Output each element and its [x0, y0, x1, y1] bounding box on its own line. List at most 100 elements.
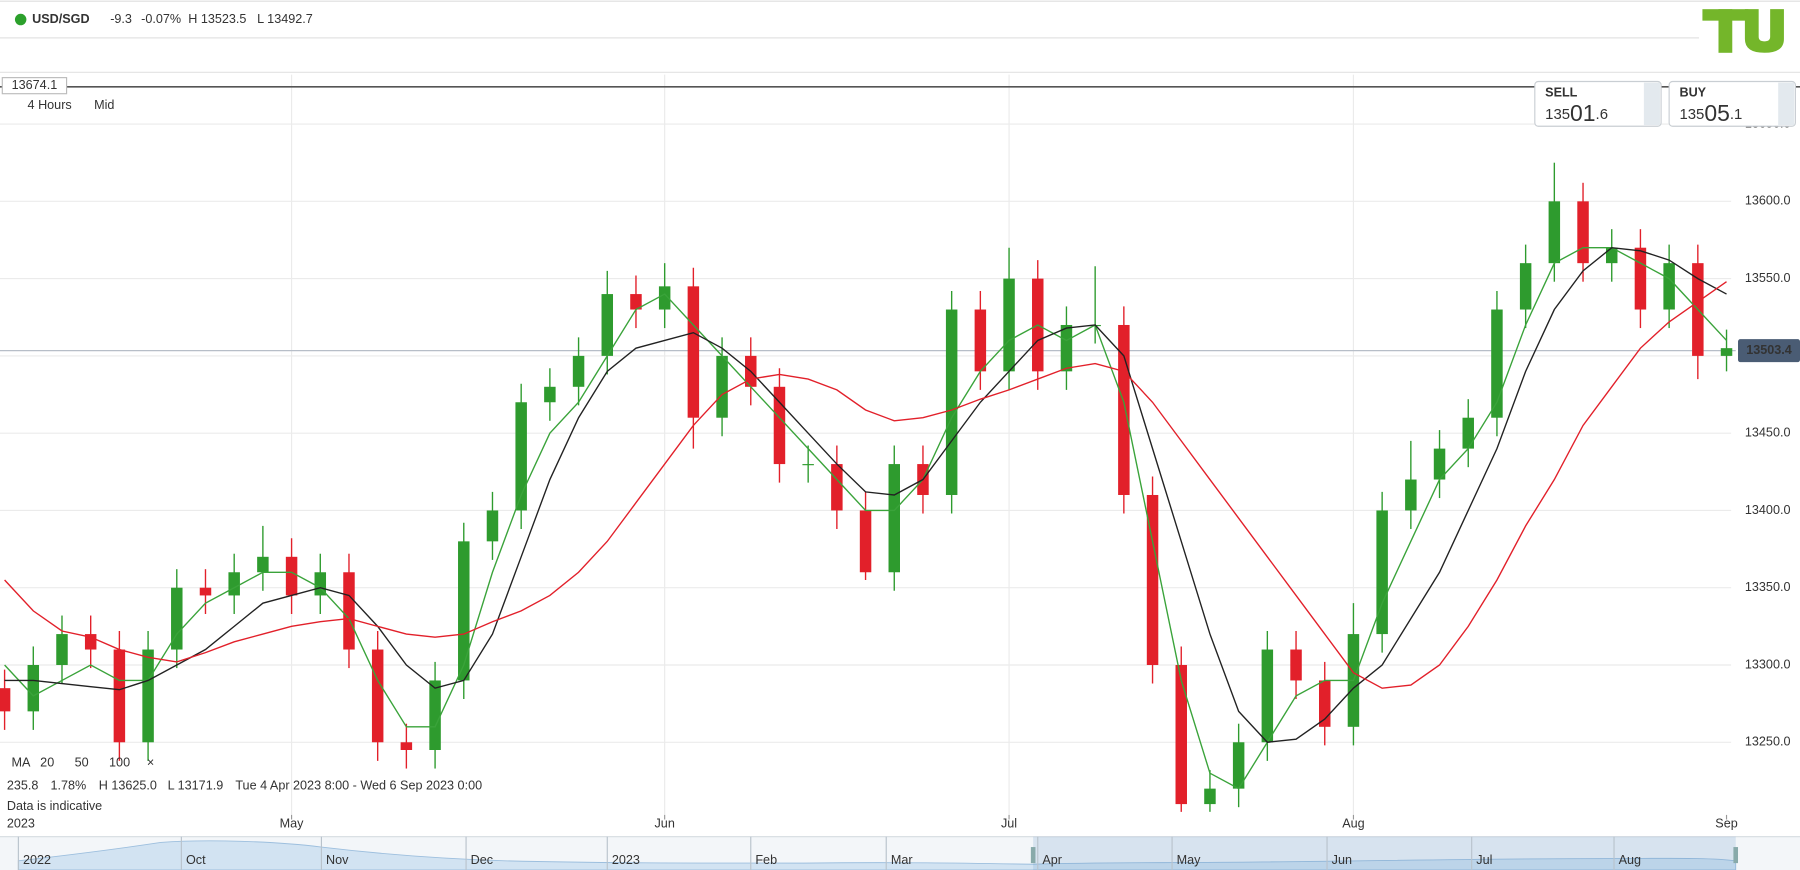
legend-entry[interactable]: 20	[40, 756, 54, 770]
candle-body	[343, 572, 355, 650]
candle-body	[974, 309, 987, 372]
candle-body	[945, 309, 958, 495]
candle-body	[0, 688, 11, 712]
candle-body	[458, 541, 470, 681]
legend-entry[interactable]: 100	[109, 756, 130, 770]
candle-body	[1003, 278, 1015, 372]
candle-body	[572, 355, 585, 387]
change-pct: -0.07%	[141, 12, 181, 26]
candle-body	[1175, 664, 1187, 805]
navigator-label: Apr	[1042, 853, 1062, 867]
candle-body	[1232, 742, 1245, 789]
current-price-label: 13503.4	[1746, 343, 1792, 357]
candle-body	[1663, 263, 1675, 310]
sell-price: 13501.6	[1545, 100, 1608, 126]
candle-body	[199, 587, 212, 596]
sell-box[interactable]: SELL 13501.6	[1534, 80, 1662, 127]
candle-body	[601, 294, 614, 356]
range-points: 235.8	[7, 779, 39, 793]
legend-entry[interactable]: 50	[75, 756, 89, 770]
candle-body	[1491, 309, 1503, 418]
interval-button[interactable]: 4 Hours	[28, 98, 72, 112]
buy-price-tail: .1	[1730, 106, 1742, 123]
candle-body	[687, 286, 700, 418]
y-tick-label: 13300.0	[1745, 657, 1791, 671]
candle-body	[1204, 788, 1216, 805]
session-low: L 13492.7	[257, 12, 313, 26]
top-price-label-box	[1, 77, 68, 95]
navigator-label: Feb	[755, 853, 777, 867]
range-pct: 1.78%	[51, 779, 87, 793]
candle-body	[1060, 324, 1073, 372]
x-axis-year: 2023	[7, 816, 35, 830]
y-tick-label: 13250.0	[1745, 735, 1791, 749]
candle-body	[314, 572, 327, 596]
session-high: H 13523.5	[188, 12, 246, 26]
sell-box-frame	[1534, 80, 1662, 127]
navigator[interactable]: 2022 Oct Nov Dec 2023 Feb Mar Apr May Jun Jul Aug	[0, 836, 1800, 870]
candle-body	[228, 572, 240, 596]
candle-body	[1118, 324, 1130, 495]
sell-price-lead: 135	[1545, 106, 1570, 123]
candle-body	[113, 649, 126, 743]
candle-body	[171, 587, 183, 650]
x-tick-label: Jun	[654, 816, 674, 830]
candle-body	[1146, 494, 1159, 665]
navigator-label: Mar	[891, 853, 913, 867]
legend-title: MA	[11, 756, 31, 770]
logo-u	[1744, 9, 1784, 53]
candle-body	[630, 294, 642, 310]
buy-price: 13505.1	[1679, 100, 1742, 126]
candle-body	[1261, 649, 1274, 743]
sell-box-strip	[1643, 82, 1660, 126]
candle-body	[56, 634, 68, 665]
candle-body	[716, 355, 728, 418]
navigator-label: 2022	[23, 853, 51, 867]
candle-body	[371, 649, 384, 743]
candle-body	[1548, 201, 1561, 264]
navigator-label: Aug	[1619, 853, 1641, 867]
candle-body	[1433, 448, 1446, 480]
navigator-area	[17, 840, 1737, 870]
navigator-handle-left[interactable]	[1030, 847, 1036, 864]
buy-label: BUY	[1679, 85, 1706, 99]
candle-body	[515, 402, 527, 511]
x-tick-label: Sep	[1715, 816, 1737, 830]
symbol: USD/SGD	[32, 12, 89, 26]
navigator-label: Jul	[1476, 853, 1492, 867]
candle-body	[888, 464, 900, 573]
buy-box-frame	[1668, 80, 1796, 127]
candle-body	[859, 510, 872, 573]
price-type-button[interactable]: Mid	[94, 98, 114, 112]
sell-label: SELL	[1545, 85, 1578, 99]
navigator-label: Jun	[1332, 853, 1352, 867]
candle-body	[831, 464, 843, 511]
status-dot	[14, 13, 27, 26]
legend-close[interactable]: ×	[147, 756, 154, 770]
candle-body	[429, 680, 441, 750]
candle-body	[544, 386, 556, 403]
moving-average-line	[4, 247, 1728, 790]
y-tick-label: 13350.0	[1745, 580, 1791, 594]
candle-body	[257, 556, 269, 573]
candle-body	[802, 464, 814, 466]
top-price-label: 13674.1	[12, 78, 58, 92]
candle-body	[658, 286, 671, 310]
candle-body	[1577, 201, 1589, 264]
logo-t-stem	[1718, 9, 1733, 53]
logo	[1702, 9, 1784, 53]
candle-body	[84, 634, 97, 650]
sell-price-big: 01	[1570, 100, 1596, 126]
data-note: Data is indicative	[7, 799, 102, 813]
candle-body	[773, 386, 786, 465]
current-price-box	[1738, 339, 1800, 363]
candle-body	[1462, 417, 1474, 449]
navigator-handle-right[interactable]	[1733, 847, 1739, 864]
x-tick-label: Jul	[1001, 816, 1017, 830]
range-high: H 13625.0	[99, 779, 157, 793]
change: -9.3	[110, 12, 132, 26]
y-tick-label: 13550.0	[1745, 271, 1791, 285]
buy-box[interactable]: BUY 13505.1	[1668, 80, 1796, 127]
